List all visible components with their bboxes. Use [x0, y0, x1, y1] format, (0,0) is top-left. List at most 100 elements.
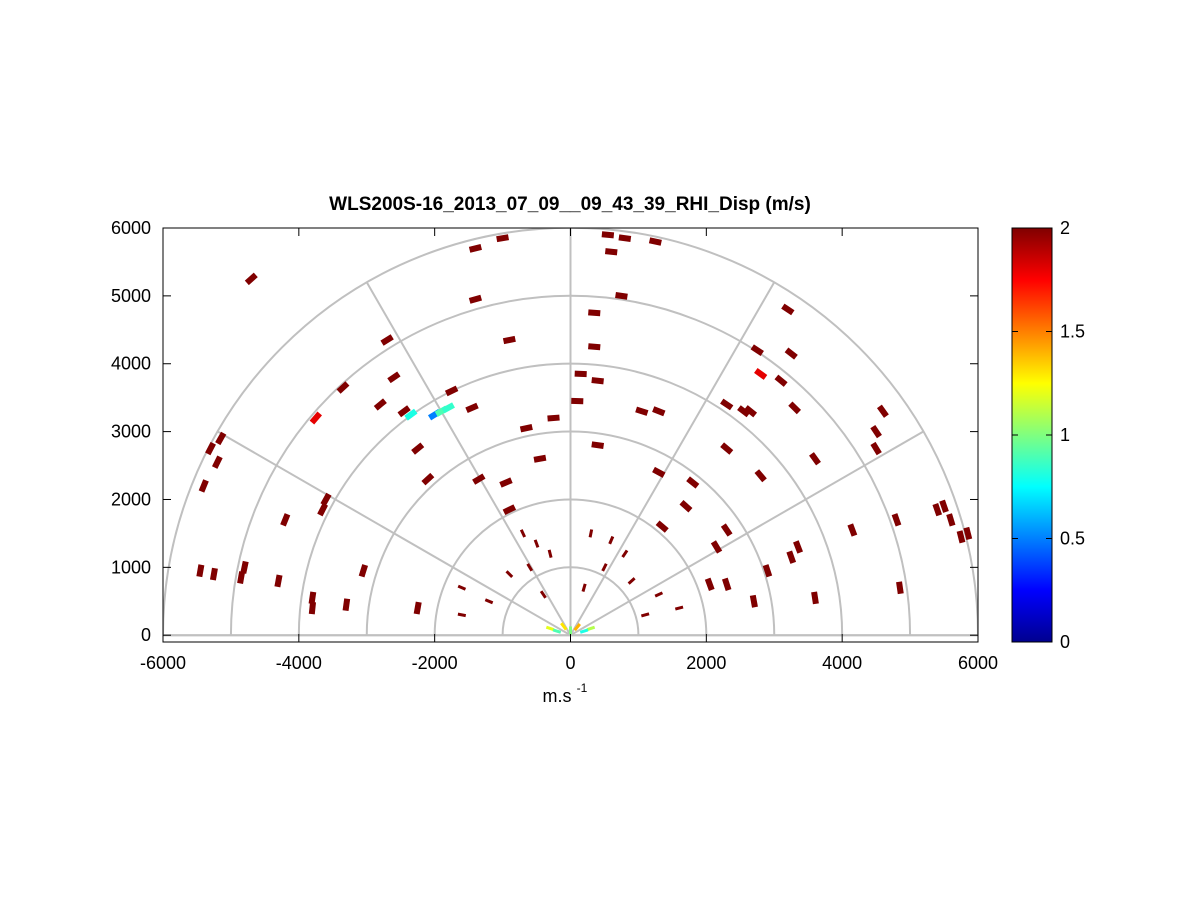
- data-cell: [533, 539, 540, 548]
- data-cell: [336, 381, 350, 394]
- data-cell: [502, 335, 516, 345]
- data-cell: [720, 398, 734, 411]
- data-cell: [552, 628, 562, 634]
- x-axis-ticks: -6000 -4000 -2000 0 2000 4000 6000: [140, 228, 998, 673]
- y-tick-label: 5000: [111, 286, 151, 306]
- data-cell: [547, 414, 560, 422]
- data-cell: [387, 371, 401, 384]
- data-cell: [786, 550, 797, 564]
- data-cell: [774, 374, 788, 387]
- colorbar-ticks: 0 0.5 1 1.5 2: [1012, 218, 1085, 652]
- x-tick-label: 0: [565, 653, 575, 673]
- data-cell: [526, 563, 534, 572]
- data-cell: [891, 513, 902, 527]
- colorbar-tick-label: 0.5: [1060, 529, 1085, 549]
- data-cell: [710, 540, 723, 554]
- data-cell: [640, 612, 650, 618]
- data-cell: [196, 564, 205, 578]
- data-cell: [373, 398, 387, 411]
- data-cell: [876, 404, 889, 418]
- data-cell: [870, 441, 882, 456]
- data-cell: [569, 626, 572, 635]
- data-cell: [870, 424, 882, 439]
- data-cell: [502, 504, 517, 515]
- data-cell: [545, 625, 555, 632]
- data-cell: [648, 237, 662, 246]
- data-cell: [205, 441, 216, 456]
- data-cell: [809, 452, 821, 466]
- data-cell: [237, 571, 246, 584]
- data-cell: [679, 500, 693, 513]
- data-cell: [519, 424, 533, 433]
- data-cell: [342, 598, 351, 612]
- data-cell: [811, 591, 819, 605]
- data-cell: [586, 625, 596, 632]
- data-cell: [788, 401, 802, 415]
- data-cell: [579, 628, 589, 634]
- data-cell: [496, 234, 510, 243]
- data-cell: [441, 402, 455, 414]
- data-cell: [588, 309, 601, 317]
- data-cells: [196, 231, 973, 635]
- data-cell: [847, 523, 858, 537]
- polar-spoke: [569, 430, 924, 637]
- data-cell: [750, 344, 764, 356]
- data-cell: [574, 370, 587, 378]
- data-cell: [317, 502, 328, 517]
- colorbar-tick-label: 1.5: [1060, 322, 1085, 342]
- data-cell: [601, 563, 608, 572]
- data-cell: [686, 476, 700, 489]
- data-cell: [308, 591, 317, 605]
- x-tick-label: -4000: [276, 653, 322, 673]
- data-cell: [358, 564, 369, 578]
- data-cell: [896, 581, 904, 595]
- data-cell: [621, 549, 629, 558]
- data-cell: [547, 549, 553, 559]
- data-cell: [209, 567, 218, 581]
- x-tick-label: 2000: [686, 653, 726, 673]
- y-tick-label: 0: [141, 625, 151, 645]
- data-cell: [946, 513, 956, 527]
- data-cell: [380, 334, 394, 346]
- data-cell: [533, 454, 547, 463]
- y-axis-ticks: 0 1000 2000 3000 4000 5000 6000: [111, 218, 978, 645]
- data-cell: [674, 605, 684, 611]
- y-tick-label: 2000: [111, 489, 151, 509]
- x-tick-label: 6000: [958, 653, 998, 673]
- data-cell: [519, 529, 527, 538]
- polar-spoke: [569, 281, 776, 636]
- data-cell: [963, 526, 973, 540]
- data-cell: [615, 292, 628, 300]
- data-cell: [932, 503, 943, 517]
- data-cell: [652, 466, 666, 478]
- data-cell: [784, 347, 798, 360]
- polar-spoke: [217, 430, 572, 637]
- x-tick-label: -2000: [412, 653, 458, 673]
- data-cell: [308, 601, 317, 615]
- data-cell: [573, 623, 582, 632]
- x-tick-label: -6000: [140, 653, 186, 673]
- colorbar: [1011, 227, 1053, 643]
- data-cell: [591, 377, 604, 385]
- data-cell: [635, 406, 649, 416]
- data-cell: [421, 472, 435, 486]
- data-cell: [721, 577, 732, 591]
- polar-spoke: [365, 281, 572, 636]
- data-cell: [956, 530, 966, 544]
- data-cell: [560, 622, 568, 631]
- data-cell: [939, 499, 949, 513]
- data-cell: [588, 529, 594, 538]
- y-tick-label: 3000: [111, 422, 151, 442]
- data-cell: [468, 294, 483, 304]
- data-cell: [320, 492, 332, 507]
- data-cell: [627, 577, 636, 585]
- data-cell: [397, 405, 411, 418]
- y-tick-label: 6000: [111, 218, 151, 238]
- data-cell: [720, 523, 733, 537]
- data-cell: [588, 343, 601, 351]
- colorbar-tick-label: 2: [1060, 218, 1070, 238]
- data-cell: [793, 540, 803, 554]
- data-cell: [457, 584, 467, 591]
- data-cell: [499, 477, 513, 488]
